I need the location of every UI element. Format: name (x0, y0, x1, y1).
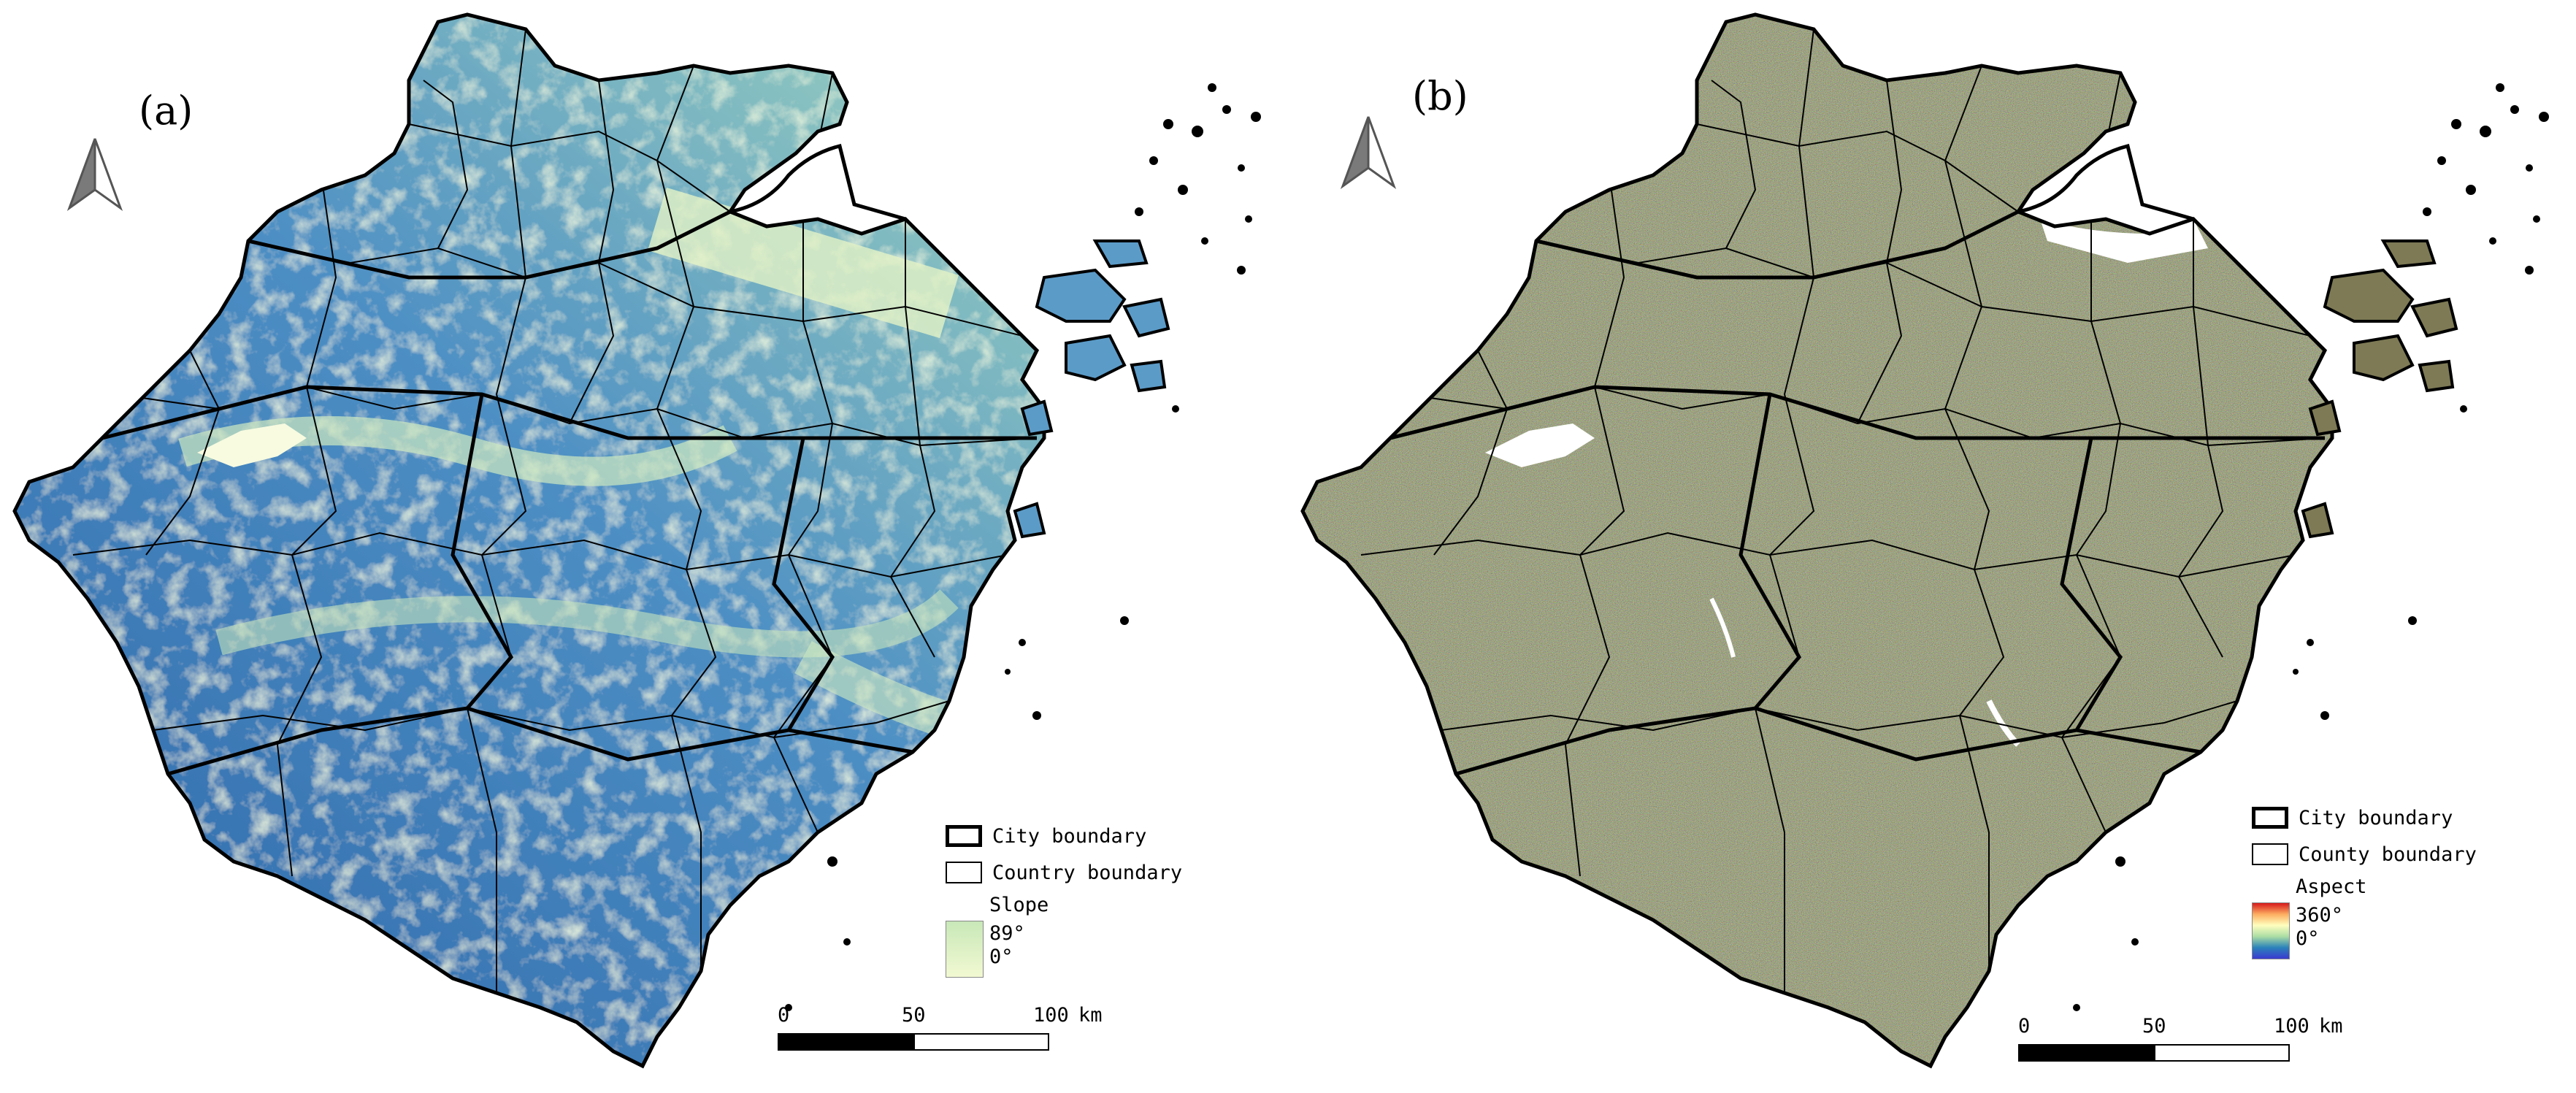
ramp-min-label: 0° (2296, 927, 2320, 950)
legend-b: City boundary County boundary Aspect 360… (2252, 799, 2477, 961)
slope-color-ramp (946, 921, 984, 978)
ramp-max-label: 89° (989, 922, 1025, 945)
county-boundary-swatch (946, 862, 982, 883)
scale-bar-a: 0 50 100 km (778, 1004, 1128, 1051)
city-boundary-swatch (946, 825, 982, 847)
ramp-title: Slope (989, 894, 1049, 916)
slope-map (0, 0, 1261, 1093)
scale-bar-b: 0 50 100 km (2018, 1015, 2369, 1062)
aspect-map (1288, 0, 2549, 1093)
scale-tick-50: 50 (2142, 1015, 2166, 1038)
scale-bar-segments (2018, 1044, 2369, 1062)
scale-segment-white (913, 1033, 1049, 1051)
panel-label-b: (b) (1412, 73, 1468, 119)
ramp-max-label: 360° (2296, 904, 2344, 927)
scale-segment-white (2154, 1044, 2290, 1062)
scale-tick-50: 50 (902, 1004, 926, 1027)
county-boundary-label: County boundary (2299, 843, 2477, 866)
legend-city-row: City boundary (946, 818, 1182, 854)
city-boundary-swatch (2252, 807, 2288, 829)
ramp-min-label: 0° (989, 946, 1013, 968)
scale-tick-0: 0 (2018, 1015, 2031, 1038)
scale-unit: km (2319, 1015, 2343, 1038)
scale-tick-0: 0 (778, 1004, 790, 1027)
aspect-color-ramp (2252, 902, 2290, 959)
city-boundary-label: City boundary (2299, 806, 2453, 829)
legend-city-row: City boundary (2252, 799, 2477, 836)
city-boundary-label: City boundary (992, 824, 1147, 848)
scale-bar-segments (778, 1033, 1128, 1051)
scale-segment-black (778, 1033, 913, 1051)
legend-county-row: County boundary (2252, 836, 2477, 873)
scale-tick-100: 100 (2274, 1015, 2309, 1038)
legend-county-row: Country boundary (946, 854, 1182, 891)
legend-a: City boundary Country boundary Slope 89°… (946, 818, 1182, 979)
county-boundary-swatch (2252, 843, 2288, 865)
north-arrow-icon (1340, 116, 1397, 190)
panel-a-slope-map: (a) City boundary Country boundary Slope… (0, 0, 1261, 1093)
county-boundary-label: Country boundary (992, 861, 1183, 884)
scale-segment-black (2018, 1044, 2154, 1062)
panel-label-a: (a) (139, 88, 193, 134)
scale-tick-100: 100 (1033, 1004, 1069, 1027)
ramp-title: Aspect (2296, 875, 2367, 898)
panel-b-aspect-map: (b) City boundary County boundary Aspect… (1288, 0, 2576, 1093)
scale-unit: km (1078, 1004, 1103, 1027)
north-arrow-icon (66, 138, 123, 212)
